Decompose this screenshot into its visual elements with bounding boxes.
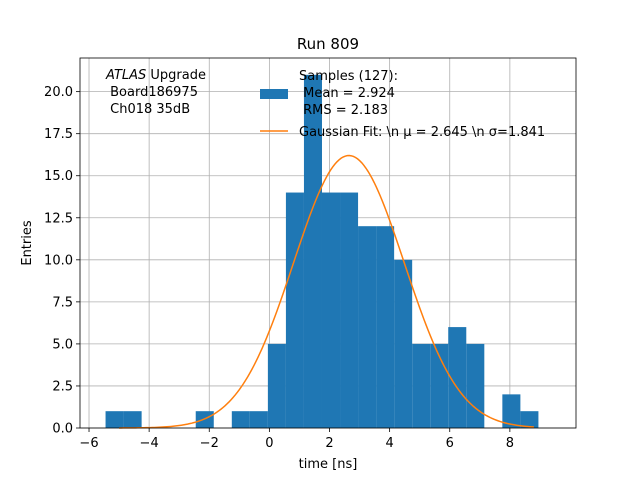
atlas-annotation: ATLAS Upgrade Board186975 Ch018 35dB [105,68,206,117]
y-tick-label: 20.0 [44,85,73,100]
histogram-bar [321,192,341,428]
plot-frame [79,57,577,429]
histogram-bar [267,343,286,428]
legend-samples-line-1: Samples (127): [299,69,398,84]
x-tick-label: −6 [79,436,98,451]
histogram-bar [448,327,467,428]
histogram-bar [394,259,413,428]
histogram-bars [105,74,539,429]
annotation-line-2: Board186975 [106,85,198,100]
x-tick-label: −4 [140,436,159,451]
y-tick-label: 2.5 [52,379,73,394]
x-tick-label: 0 [265,436,273,451]
histogram-bar [340,192,359,428]
histogram-bar [123,411,142,428]
legend-fit-label: Gaussian Fit: \n μ = 2.645 \n σ=1.841 [299,125,545,140]
x-tick-label: −2 [200,436,219,451]
histogram-bar [249,411,268,428]
x-tick-label: 2 [325,436,333,451]
x-axis-label: time [ns] [299,457,358,472]
histogram-bar [502,394,521,428]
annotation-line-1: ATLAS Upgrade [105,68,206,83]
y-axis-label: Entries [20,220,35,266]
chart-title: Run 809 [297,35,359,53]
gaussian-fit-curve [119,154,534,429]
y-tick-label: 17.5 [44,127,73,142]
y-tick-label: 0.0 [52,422,73,437]
histogram-bar [520,411,539,428]
annotation-line-3: Ch018 35dB [106,102,190,117]
y-tick-label: 5.0 [52,337,73,352]
histogram-bar [376,226,395,428]
histogram-bar [303,74,322,429]
x-tick-label: 6 [446,436,454,451]
histogram-bar [231,411,250,428]
histogram-bar [105,411,124,428]
histogram-bar [285,192,304,428]
legend-samples-line-2: Mean = 2.924 [299,86,395,101]
y-tick-label: 12.5 [44,211,73,226]
y-tick-label: 10.0 [44,253,73,268]
histogram-bar [412,343,431,428]
x-tick-label: 4 [385,436,393,451]
legend-samples-swatch [260,89,288,99]
y-tick-label: 15.0 [44,169,73,184]
y-tick-label: 7.5 [52,295,73,310]
x-axis-ticks: −6 −4 −2 0 2 4 6 8 [79,428,514,451]
histogram-bar [358,226,377,428]
legend-samples-line-3: RMS = 2.183 [299,103,388,118]
y-axis-ticks: 0.0 2.5 5.0 7.5 10.0 12.5 15.0 17.5 20.0 [44,85,80,437]
legend: Samples (127): Mean = 2.924 RMS = 2.183 … [260,69,545,140]
histogram-bar [466,343,485,428]
x-tick-label: 8 [506,436,514,451]
